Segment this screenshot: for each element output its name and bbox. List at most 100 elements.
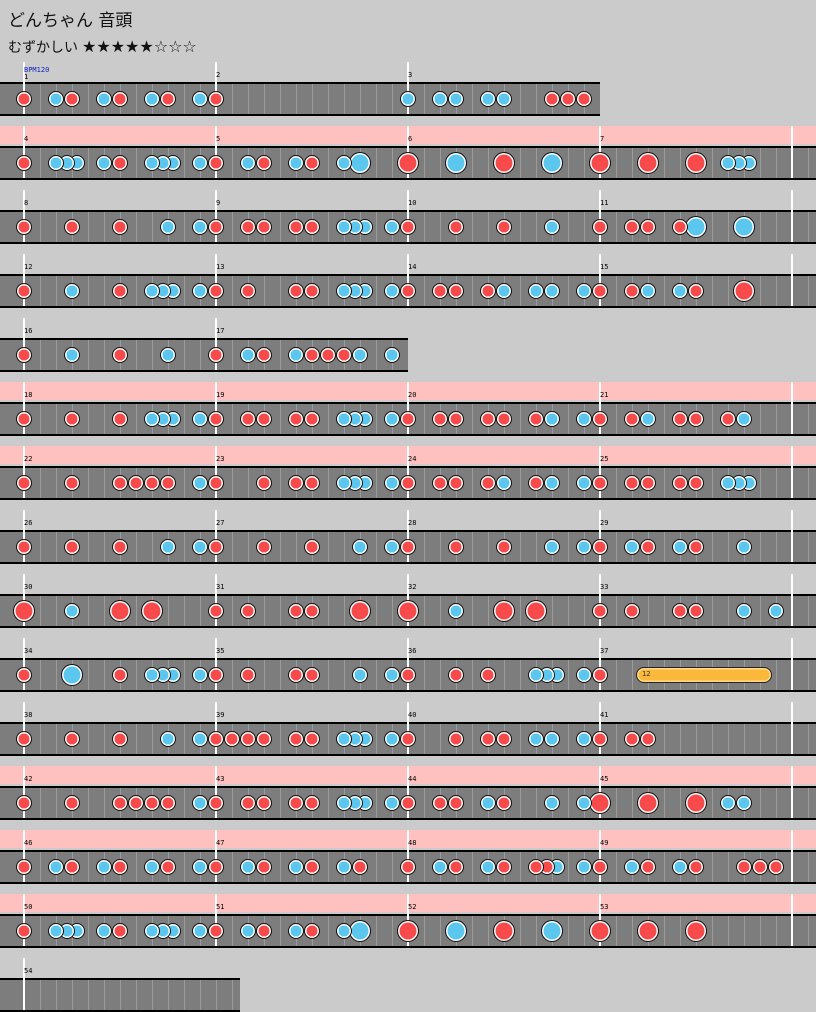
beat-line <box>184 148 185 178</box>
beat-line <box>712 916 713 946</box>
ka-note <box>576 795 592 811</box>
beat-line <box>104 596 105 626</box>
don-note <box>256 731 272 747</box>
beat-line <box>56 724 57 754</box>
ka-note <box>336 283 352 299</box>
beat-line <box>728 276 729 306</box>
measure-number: 44 <box>408 775 417 783</box>
big-don-note <box>685 920 707 942</box>
don-note <box>496 219 512 235</box>
ka-note <box>192 667 208 683</box>
beat-line <box>280 340 281 370</box>
ka-note <box>480 91 496 107</box>
beat-line <box>488 212 489 242</box>
beat-line <box>136 724 137 754</box>
beat-line <box>744 916 745 946</box>
beat-line <box>120 980 121 1010</box>
barline <box>215 894 217 946</box>
don-note <box>544 91 560 107</box>
beat-line <box>776 788 777 818</box>
beat-line <box>568 596 569 626</box>
beat-line <box>424 468 425 498</box>
beat-line <box>424 404 425 434</box>
beat-line <box>728 596 729 626</box>
barline <box>791 126 793 178</box>
don-note <box>592 539 608 555</box>
don-note <box>208 795 224 811</box>
beat-line <box>376 212 377 242</box>
ka-note <box>544 795 560 811</box>
beat-line <box>424 916 425 946</box>
beat-line <box>88 468 89 498</box>
ka-note <box>48 91 64 107</box>
don-note <box>16 347 32 363</box>
don-note <box>240 411 256 427</box>
don-note <box>304 155 320 171</box>
don-note <box>64 411 80 427</box>
beat-line <box>536 212 537 242</box>
beat-line <box>424 148 425 178</box>
don-note <box>16 283 32 299</box>
beat-line <box>808 916 809 946</box>
don-note <box>304 411 320 427</box>
beat-line <box>488 596 489 626</box>
beat-line <box>280 468 281 498</box>
barline <box>215 766 217 818</box>
ka-note <box>96 155 112 171</box>
beat-line <box>424 596 425 626</box>
beat-line <box>664 788 665 818</box>
beat-line <box>712 596 713 626</box>
don-note <box>16 539 32 555</box>
don-note <box>624 219 640 235</box>
beat-line <box>808 724 809 754</box>
beat-line <box>424 84 425 114</box>
barline <box>215 574 217 626</box>
beat-line <box>552 596 553 626</box>
beat-line <box>632 148 633 178</box>
measure-number: 26 <box>24 519 33 527</box>
don-note <box>432 411 448 427</box>
don-note <box>160 795 176 811</box>
beat-line <box>808 788 809 818</box>
don-note <box>208 859 224 875</box>
beat-line <box>56 212 57 242</box>
beat-line <box>328 596 329 626</box>
ka-note <box>480 859 496 875</box>
barline <box>215 318 217 370</box>
barline <box>215 382 217 434</box>
beat-line <box>328 660 329 690</box>
don-note <box>16 731 32 747</box>
big-don-note <box>13 600 35 622</box>
beat-line <box>696 724 697 754</box>
don-note <box>496 411 512 427</box>
big-don-note <box>493 920 515 942</box>
beat-line <box>40 212 41 242</box>
beat-line <box>392 852 393 882</box>
barline <box>407 766 409 818</box>
beat-line <box>232 596 233 626</box>
don-note <box>624 475 640 491</box>
beat-line <box>472 276 473 306</box>
measure-number: 21 <box>600 391 609 399</box>
beat-line <box>232 852 233 882</box>
beat-line <box>376 468 377 498</box>
don-note <box>64 219 80 235</box>
big-don-note <box>733 280 755 302</box>
beat-line <box>424 212 425 242</box>
beat-line <box>568 724 569 754</box>
don-note <box>592 219 608 235</box>
barline <box>407 830 409 882</box>
measure-number: 45 <box>600 775 609 783</box>
beat-line <box>40 660 41 690</box>
big-don-note <box>685 792 707 814</box>
beat-line <box>776 148 777 178</box>
don-note <box>688 475 704 491</box>
beat-line <box>776 916 777 946</box>
beat-line <box>136 340 137 370</box>
beat-line <box>280 596 281 626</box>
ka-note <box>528 667 544 683</box>
beat-line <box>328 212 329 242</box>
ka-note <box>64 603 80 619</box>
don-note <box>400 411 416 427</box>
barline <box>23 126 25 178</box>
